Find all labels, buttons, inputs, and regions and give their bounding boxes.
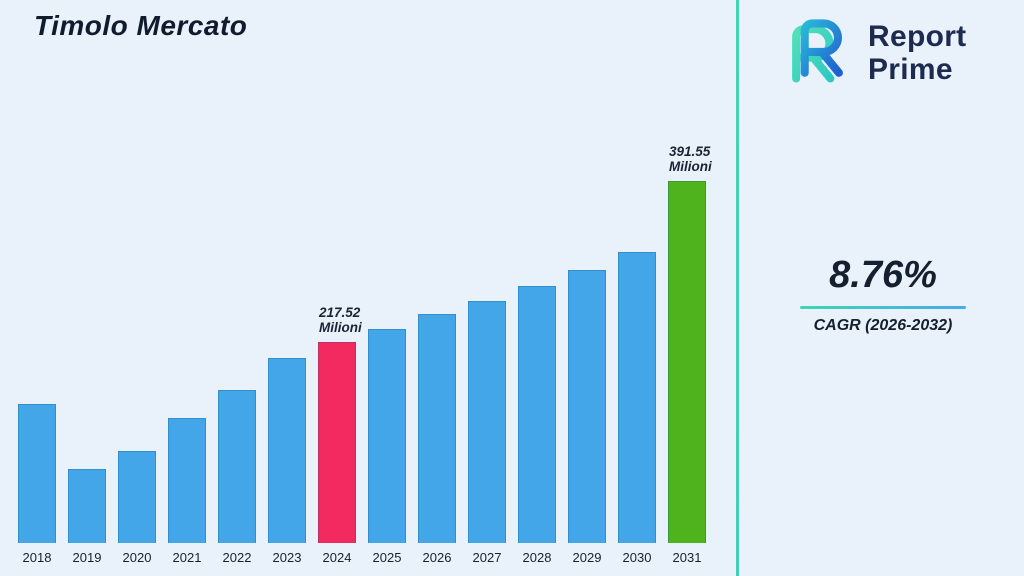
bar-2024 (318, 342, 356, 543)
bar-2018 (18, 404, 56, 543)
report-prime-logo: Report Prime (780, 12, 966, 93)
bar-2021 (168, 418, 206, 543)
bar-column-2022: 2022 (218, 390, 256, 566)
x-tick-2030: 2030 (622, 550, 652, 565)
bar-2025 (368, 329, 406, 543)
bar-2023 (268, 358, 306, 543)
bar-column-2030: 2030 (618, 252, 656, 566)
x-tick-2022: 2022 (222, 550, 252, 565)
x-tick-2019: 2019 (72, 550, 102, 565)
cagr-label: CAGR (2026-2032) (813, 317, 953, 334)
cagr-block: 8.76% CAGR (2026-2032) (798, 254, 968, 335)
bar-column-2019: 2019 (68, 469, 106, 566)
bar-column-2025: 2025 (368, 329, 406, 566)
data-label-2031: 391.55 Milioni (669, 144, 712, 174)
x-tick-2018: 2018 (22, 550, 52, 565)
bar-column-2027: 2027 (468, 301, 506, 566)
bar-2029 (568, 270, 606, 543)
bar-column-2028: 2028 (518, 286, 556, 566)
x-tick-2024: 2024 (322, 550, 352, 565)
data-label-2024: 217.52 Milioni (319, 305, 362, 335)
divider-line (736, 0, 739, 576)
bar-2019 (68, 469, 106, 543)
bar-2022 (218, 390, 256, 543)
logo-mark-icon (780, 12, 856, 93)
x-tick-2028: 2028 (522, 550, 552, 565)
bar-2020 (118, 451, 156, 543)
bar-column-2024: 2024 217.52 Milioni (318, 305, 362, 566)
x-tick-2027: 2027 (472, 550, 502, 565)
bar-column-2026: 2026 (418, 314, 456, 566)
cagr-value: 8.76% (829, 254, 937, 296)
bar-chart: 2018 2019 2020 2021 2022 2023 2024 217.52 Milion… (18, 144, 712, 566)
x-tick-2021: 2021 (172, 550, 202, 565)
bar-column-2031: 2031 391.55 Milioni (668, 144, 712, 566)
chart-title: Timolo Mercato (34, 10, 248, 41)
logo-word-report: Report (868, 19, 967, 53)
bar-column-2029: 2029 (568, 270, 606, 566)
x-tick-2023: 2023 (272, 550, 302, 565)
logo-wordmark: Report Prime (868, 20, 966, 86)
bar-column-2020: 2020 (118, 451, 156, 566)
bar-2026 (418, 314, 456, 543)
x-tick-2020: 2020 (122, 550, 152, 565)
bar-2031 (668, 181, 706, 543)
logo-word-prime: Prime (868, 52, 953, 86)
x-tick-2031: 2031 (672, 550, 702, 565)
x-tick-2025: 2025 (372, 550, 402, 565)
bar-column-2021: 2021 (168, 418, 206, 566)
bar-2028 (518, 286, 556, 543)
x-tick-2026: 2026 (422, 550, 452, 565)
bar-2027 (468, 301, 506, 543)
bar-2030 (618, 252, 656, 543)
bar-column-2018: 2018 (18, 404, 56, 566)
cagr-underline (800, 306, 966, 309)
bar-column-2023: 2023 (268, 358, 306, 566)
x-tick-2029: 2029 (572, 550, 602, 565)
